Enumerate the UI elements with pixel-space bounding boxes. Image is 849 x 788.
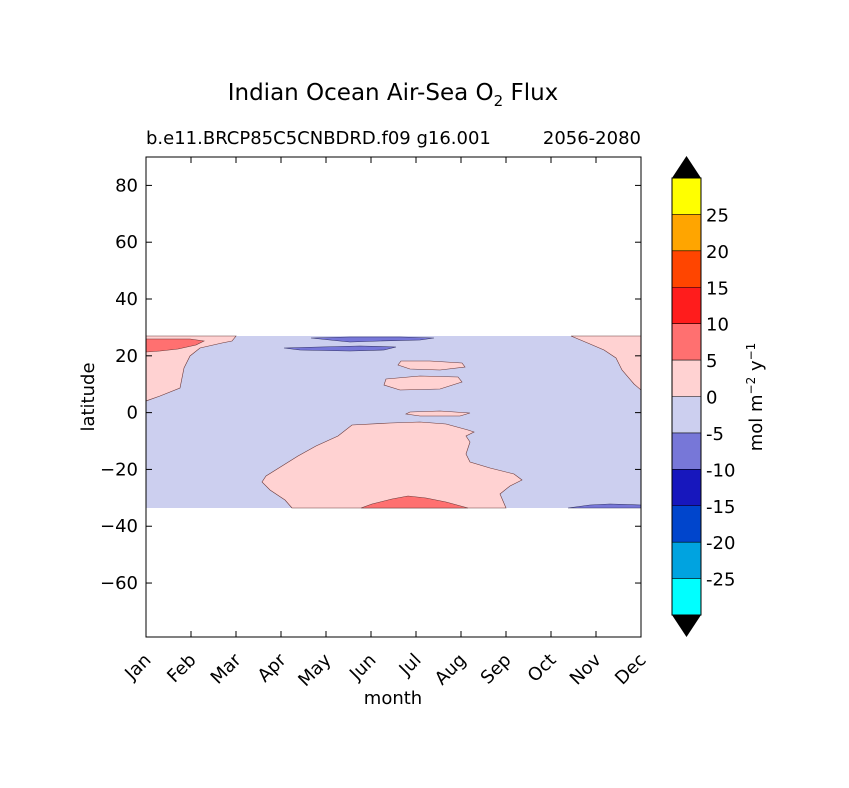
y-tick-label: −40 bbox=[100, 516, 138, 537]
y-tick-label: −60 bbox=[100, 573, 138, 594]
contour-region-0-5-blob-1 bbox=[397, 360, 466, 371]
x-tick-label: Aug bbox=[431, 650, 471, 690]
y-tick-label: 0 bbox=[127, 403, 138, 424]
x-tick-label: Sep bbox=[477, 650, 516, 689]
chart-title: Indian Ocean Air-Sea O2 Flux bbox=[228, 80, 559, 110]
colorbar-label: mol m−2 y−1 bbox=[744, 343, 767, 452]
x-tick-label: Apr bbox=[254, 649, 291, 686]
contour-region-0-5-blob-2 bbox=[383, 375, 463, 391]
contour-region-neg10-neg5-north-2 bbox=[283, 345, 397, 352]
colorbar-segment bbox=[672, 360, 701, 397]
colorbar-segment bbox=[672, 287, 701, 324]
colorbar-tick-label: 10 bbox=[706, 315, 729, 336]
x-tick-label: Jul bbox=[395, 650, 426, 681]
x-tick-label: Mar bbox=[207, 649, 246, 688]
contour-region-0-5-south bbox=[261, 421, 523, 509]
colorbar: 25 20 15 10 5 0 -5 -10 -15 -20 -25 bbox=[671, 156, 735, 637]
y-axis: 80 60 40 20 0 −20 −40 −60 bbox=[100, 175, 641, 594]
colorbar-extend-top bbox=[672, 156, 701, 178]
colorbar-segment bbox=[672, 250, 701, 288]
colorbar-segment bbox=[672, 505, 701, 543]
colorbar-segment bbox=[672, 214, 701, 251]
colorbar-extend-bottom bbox=[672, 615, 701, 637]
contour-region-0-5-west bbox=[146, 335, 237, 402]
x-tick-label: Oct bbox=[524, 650, 561, 687]
contour-region-neg10-neg5-north bbox=[310, 336, 435, 343]
chart-subtitle-right: 2056-2080 bbox=[543, 128, 641, 149]
y-tick-label: 80 bbox=[115, 175, 138, 196]
plot-frame bbox=[145, 156, 642, 638]
colorbar-tick-label: 5 bbox=[706, 351, 717, 372]
contour-region-0-5-east bbox=[570, 335, 641, 391]
x-tick-label: Nov bbox=[566, 649, 606, 689]
y-tick-label: 20 bbox=[115, 346, 138, 367]
y-tick-label: 60 bbox=[115, 232, 138, 253]
colorbar-segment bbox=[672, 578, 701, 615]
colorbar-tick-label: -20 bbox=[706, 533, 735, 554]
colorbar-tick-label: 25 bbox=[706, 205, 729, 226]
colorbar-segment bbox=[672, 432, 701, 470]
contour-region-neg10-neg5-south bbox=[567, 503, 641, 509]
contour-region-0-5-blob-3 bbox=[405, 410, 471, 417]
colorbar-segment bbox=[672, 323, 701, 361]
colorbar-segment bbox=[672, 396, 701, 433]
y-axis-label: latitude bbox=[78, 362, 99, 431]
colorbar-tick-label: -25 bbox=[706, 570, 735, 591]
chart-subtitle-left: b.e11.BRCP85C5CNBDRD.f09 g16.001 bbox=[146, 128, 491, 149]
y-tick-label: −20 bbox=[100, 459, 138, 480]
colorbar-tick-label: -10 bbox=[706, 460, 735, 481]
contour-region-5-10-west bbox=[146, 338, 205, 353]
x-tick-label: Dec bbox=[611, 650, 650, 689]
x-tick-label: Feb bbox=[163, 650, 200, 687]
colorbar-tick-label: 15 bbox=[706, 278, 729, 299]
contour-region-5-10-south bbox=[360, 495, 469, 509]
x-axis-label: month bbox=[364, 688, 422, 709]
x-tick-label: May bbox=[294, 649, 335, 690]
colorbar-tick-label: 20 bbox=[706, 242, 729, 263]
colorbar-tick-label: -15 bbox=[706, 497, 735, 518]
x-tick-label: Jun bbox=[345, 650, 380, 685]
plot-area bbox=[146, 157, 641, 637]
colorbar-segment bbox=[672, 542, 701, 579]
y-tick-label: 40 bbox=[115, 289, 138, 310]
colorbar-tick-label: -5 bbox=[706, 424, 724, 445]
colorbar-segment bbox=[672, 469, 701, 506]
colorbar-segment bbox=[672, 178, 701, 215]
colorbar-tick-label: 0 bbox=[706, 388, 717, 409]
x-tick-label: Jan bbox=[120, 650, 155, 685]
